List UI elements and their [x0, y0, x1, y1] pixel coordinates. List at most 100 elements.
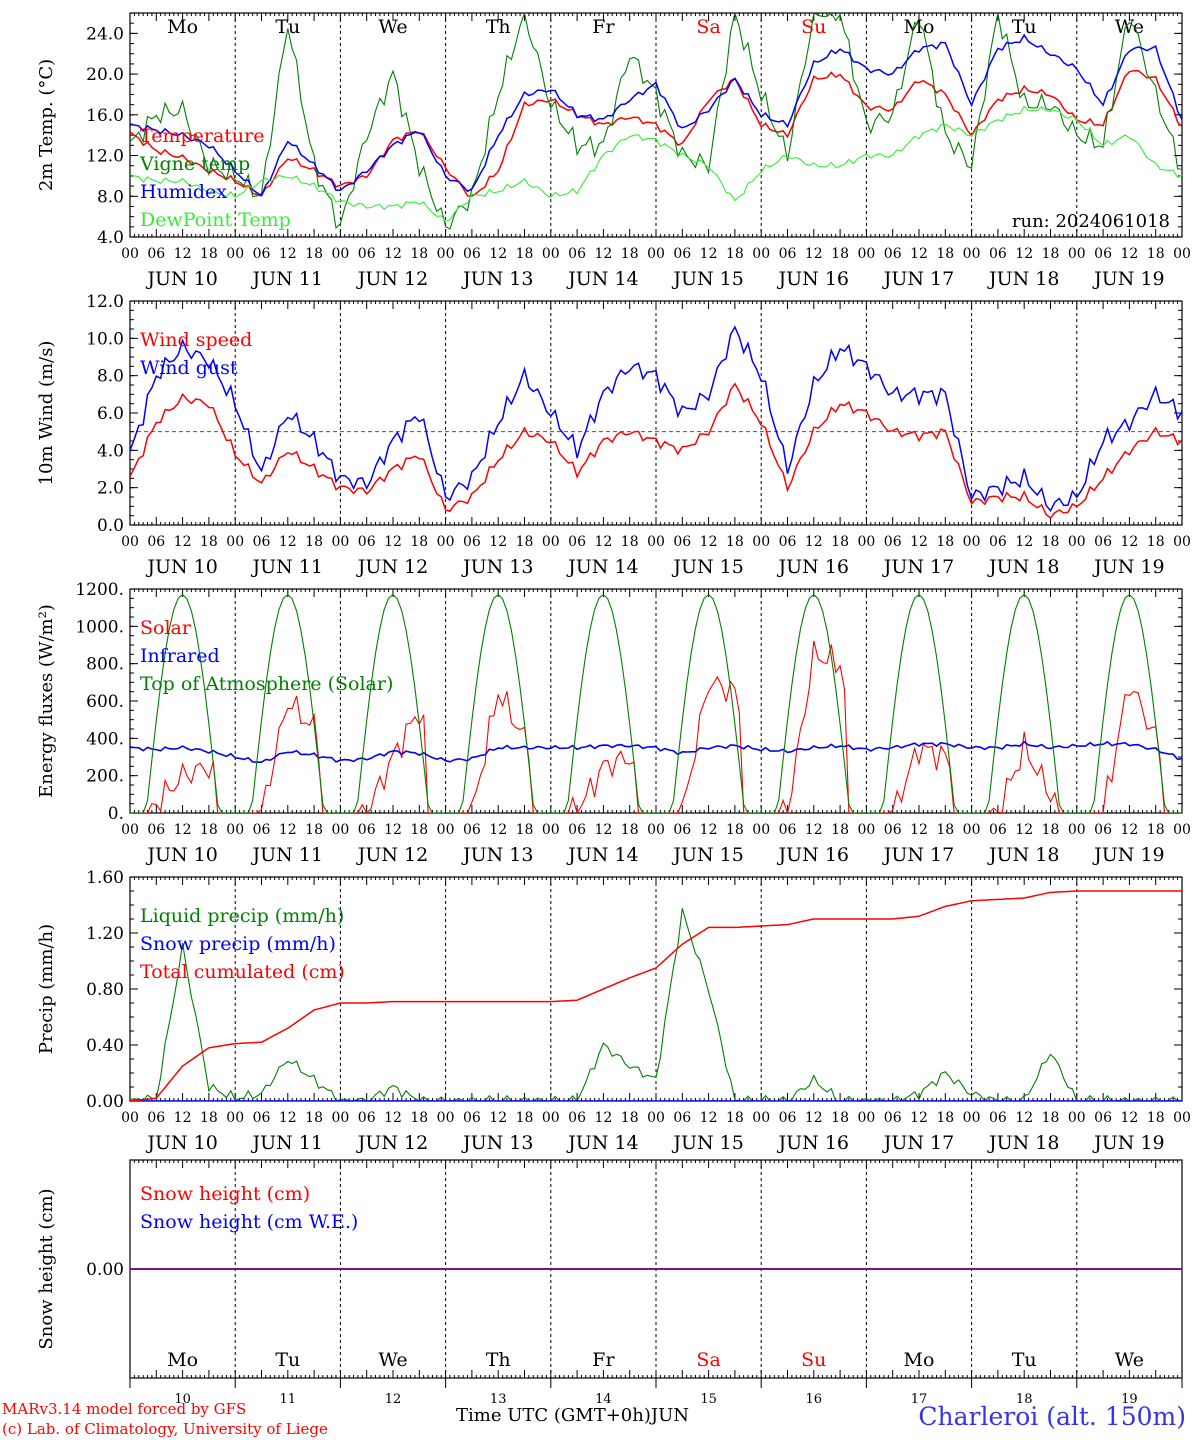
hour-tick-label: 00 — [226, 534, 244, 550]
day-name: Tu — [275, 16, 300, 38]
legend-entry: Temperature — [140, 125, 264, 147]
hour-tick-label: 18 — [1147, 1110, 1165, 1126]
hour-tick-label: 12 — [1015, 1110, 1033, 1126]
date-number: 15 — [700, 1392, 717, 1407]
model-credit: MARv3.14 model forced by GFS — [2, 1400, 247, 1418]
series-line-liquid-precip-mm-h- — [130, 908, 1182, 1101]
series-line-vigne-temp — [130, 13, 1182, 230]
hour-tick-label: 00 — [1173, 534, 1191, 550]
panel-frame — [129, 12, 1183, 238]
hour-tick-label: 00 — [1068, 246, 1086, 262]
series-line-infrared — [130, 740, 1182, 763]
day-name: We — [1115, 1349, 1144, 1371]
y-axis-title: Energy fluxes (W/m²) — [36, 604, 57, 798]
hour-tick-label: 06 — [463, 534, 481, 550]
hour-tick-label: 12 — [1120, 534, 1138, 550]
hour-tick-label: 12 — [279, 246, 297, 262]
hour-tick-label: 00 — [331, 1110, 349, 1126]
y-tick-label: 10.0 — [86, 329, 124, 349]
series-group — [130, 13, 1182, 230]
date-label: JUN 13 — [461, 1132, 533, 1154]
hour-tick-label: 00 — [963, 246, 981, 262]
hour-tick-label: 12 — [700, 822, 718, 838]
hour-tick-label: 12 — [489, 246, 507, 262]
y-tick-label: 8.0 — [97, 367, 124, 387]
hour-tick-label: 18 — [305, 822, 323, 838]
hour-tick-label: 18 — [410, 246, 428, 262]
hour-tick-label: 00 — [857, 1110, 875, 1126]
hour-tick-label: 06 — [779, 534, 797, 550]
hour-tick-label: 00 — [752, 246, 770, 262]
y-tick-label: 0.40 — [86, 1036, 124, 1056]
hour-tick-label: 00 — [1068, 534, 1086, 550]
hour-tick-label: 18 — [200, 246, 218, 262]
hour-tick-label: 00 — [542, 1110, 560, 1126]
hour-tick-label: 12 — [279, 1110, 297, 1126]
hour-tick-label: 06 — [147, 1110, 165, 1126]
hour-tick-label: 12 — [594, 534, 612, 550]
hour-tick-label: 06 — [884, 534, 902, 550]
series-line-wind-speed — [130, 382, 1182, 520]
legend-entry: Snow precip (mm/h) — [140, 933, 336, 955]
hour-tick-label: 06 — [673, 1110, 691, 1126]
hour-tick-label: 18 — [726, 246, 744, 262]
day-name: We — [378, 1349, 407, 1371]
date-label: JUN 19 — [1092, 556, 1164, 578]
hour-tick-label: 18 — [305, 534, 323, 550]
hour-tick-label: 12 — [1015, 246, 1033, 262]
hour-tick-label: 12 — [1015, 534, 1033, 550]
hour-tick-label: 00 — [331, 534, 349, 550]
day-name: Tu — [275, 1349, 300, 1371]
hour-tick-label: 06 — [568, 1110, 586, 1126]
hour-tick-label: 12 — [384, 1110, 402, 1126]
series-group — [130, 325, 1182, 520]
hour-tick-label: 00 — [121, 822, 139, 838]
legend-entry: DewPoint Temp — [140, 209, 291, 231]
y-tick-label: 1200. — [75, 580, 124, 600]
hour-tick-label: 12 — [1015, 822, 1033, 838]
lab-credit: (c) Lab. of Climatology, University of L… — [2, 1420, 328, 1438]
date-number: 12 — [385, 1392, 402, 1407]
y-tick-label: 12.0 — [86, 292, 124, 312]
hour-tick-label: 12 — [489, 534, 507, 550]
hour-tick-label: 18 — [410, 1110, 428, 1126]
date-label: JUN 17 — [882, 1132, 954, 1154]
y-tick-label: 24.0 — [86, 24, 124, 44]
date-label: JUN 15 — [671, 268, 743, 290]
run-annotation: run: 2024061018 — [1012, 211, 1170, 232]
hour-tick-label: 12 — [174, 534, 192, 550]
date-label: JUN 17 — [882, 844, 954, 866]
date-label: JUN 15 — [671, 556, 743, 578]
series-line-solar — [130, 640, 1182, 813]
hour-tick-label: 00 — [437, 1110, 455, 1126]
y-tick-label: 20.0 — [86, 65, 124, 85]
legend-entry: Solar — [140, 617, 192, 639]
series-line-temperature — [130, 69, 1182, 197]
hour-tick-label: 00 — [226, 1110, 244, 1126]
y-tick-label: 0.00 — [86, 1092, 124, 1112]
legend-entry: Total cumulated (cm) — [140, 961, 345, 983]
day-name: Tu — [1012, 16, 1037, 38]
hour-tick-label: 06 — [989, 822, 1007, 838]
hour-tick-label: 06 — [463, 1110, 481, 1126]
day-name: Fr — [592, 1349, 615, 1371]
date-number: 13 — [490, 1392, 507, 1407]
date-label: JUN 19 — [1092, 1132, 1164, 1154]
day-name: Mo — [167, 1349, 198, 1371]
hour-tick-label: 06 — [1094, 534, 1112, 550]
hour-tick-label: 00 — [857, 246, 875, 262]
hour-tick-label: 00 — [1068, 822, 1086, 838]
hour-tick-label: 18 — [305, 1110, 323, 1126]
date-label: JUN 18 — [987, 1132, 1059, 1154]
panel-1: 4.0 8.0 12.0 16.0 20.0 24.0 2m Temp. (°C) 00 06 1… — [36, 12, 1191, 290]
date-number: 16 — [806, 1392, 823, 1407]
hour-tick-label: 06 — [568, 822, 586, 838]
y-tick-label: 1.60 — [86, 868, 124, 888]
hour-tick-label: 00 — [121, 246, 139, 262]
hour-tick-label: 18 — [621, 534, 639, 550]
y-tick-label: 600. — [86, 692, 124, 712]
hour-tick-label: 18 — [200, 534, 218, 550]
hour-tick-label: 18 — [726, 822, 744, 838]
hour-tick-label: 06 — [989, 246, 1007, 262]
hour-tick-label: 12 — [910, 534, 928, 550]
